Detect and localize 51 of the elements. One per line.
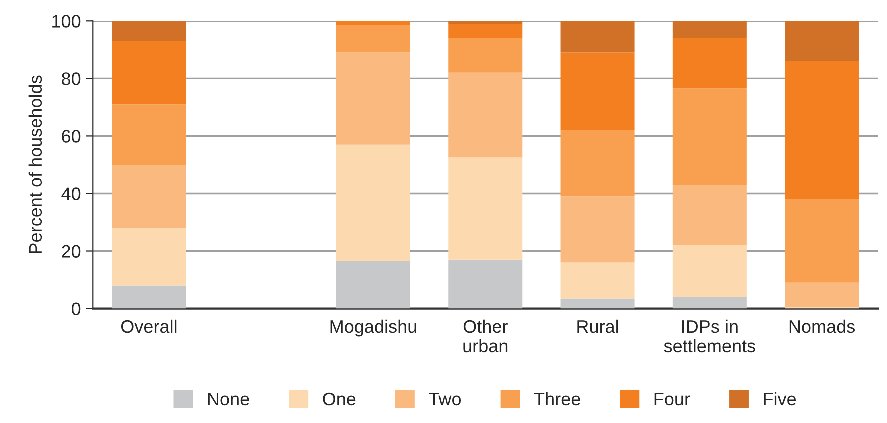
legend-label: Two: [429, 393, 462, 406]
x-tick-label: Other urban: [464, 320, 508, 353]
bar: [448, 260, 523, 309]
bar: [336, 21, 410, 26]
bar: [448, 24, 523, 38]
bar: [672, 246, 747, 298]
bar: [112, 41, 186, 105]
bar: [672, 297, 747, 309]
bar: [560, 262, 635, 299]
legend-label: Five: [764, 392, 796, 406]
x-tick-label: Overall: [121, 320, 177, 334]
bar: [560, 52, 635, 130]
legend-label: Three: [534, 392, 580, 406]
bar: [785, 282, 860, 308]
bar: [112, 164, 186, 228]
x-tick-label: Mogadishu: [330, 320, 416, 337]
bar: [560, 298, 635, 309]
bar: [112, 228, 186, 286]
bar: [112, 104, 186, 165]
bar: [448, 158, 523, 260]
y-tick-label: 40: [62, 188, 81, 200]
bar: [672, 88, 747, 186]
y-tick-label: 60: [62, 130, 81, 143]
x-tick-label: IDPs in settlements: [664, 320, 756, 353]
bar: [560, 196, 635, 263]
y-tick-label: 80: [62, 72, 81, 86]
bar: [336, 25, 410, 53]
x-tick-label: Nomads: [790, 320, 856, 334]
bar: [336, 261, 410, 309]
y-tick-label: 0: [72, 302, 81, 316]
bar: [785, 61, 860, 200]
bar: [672, 38, 747, 89]
bar: [336, 52, 410, 145]
x-tick-label: Rural: [578, 320, 618, 334]
bar: [785, 21, 860, 62]
bar: [448, 38, 523, 73]
bar: [672, 185, 747, 246]
legend-label: None: [208, 393, 250, 406]
bar: [672, 21, 747, 38]
y-tick-label: 100: [52, 15, 81, 28]
y-tick-label: 20: [62, 245, 81, 258]
bar: [560, 130, 635, 197]
legend-label: One: [323, 392, 356, 406]
bar: [448, 72, 523, 158]
bar: [112, 286, 186, 309]
bar: [112, 21, 186, 42]
bar: [560, 21, 635, 53]
y-axis-title: Percent of households: [28, 76, 42, 254]
legend-label: Four: [654, 393, 690, 406]
bar: [785, 199, 860, 283]
bar: [336, 144, 410, 262]
